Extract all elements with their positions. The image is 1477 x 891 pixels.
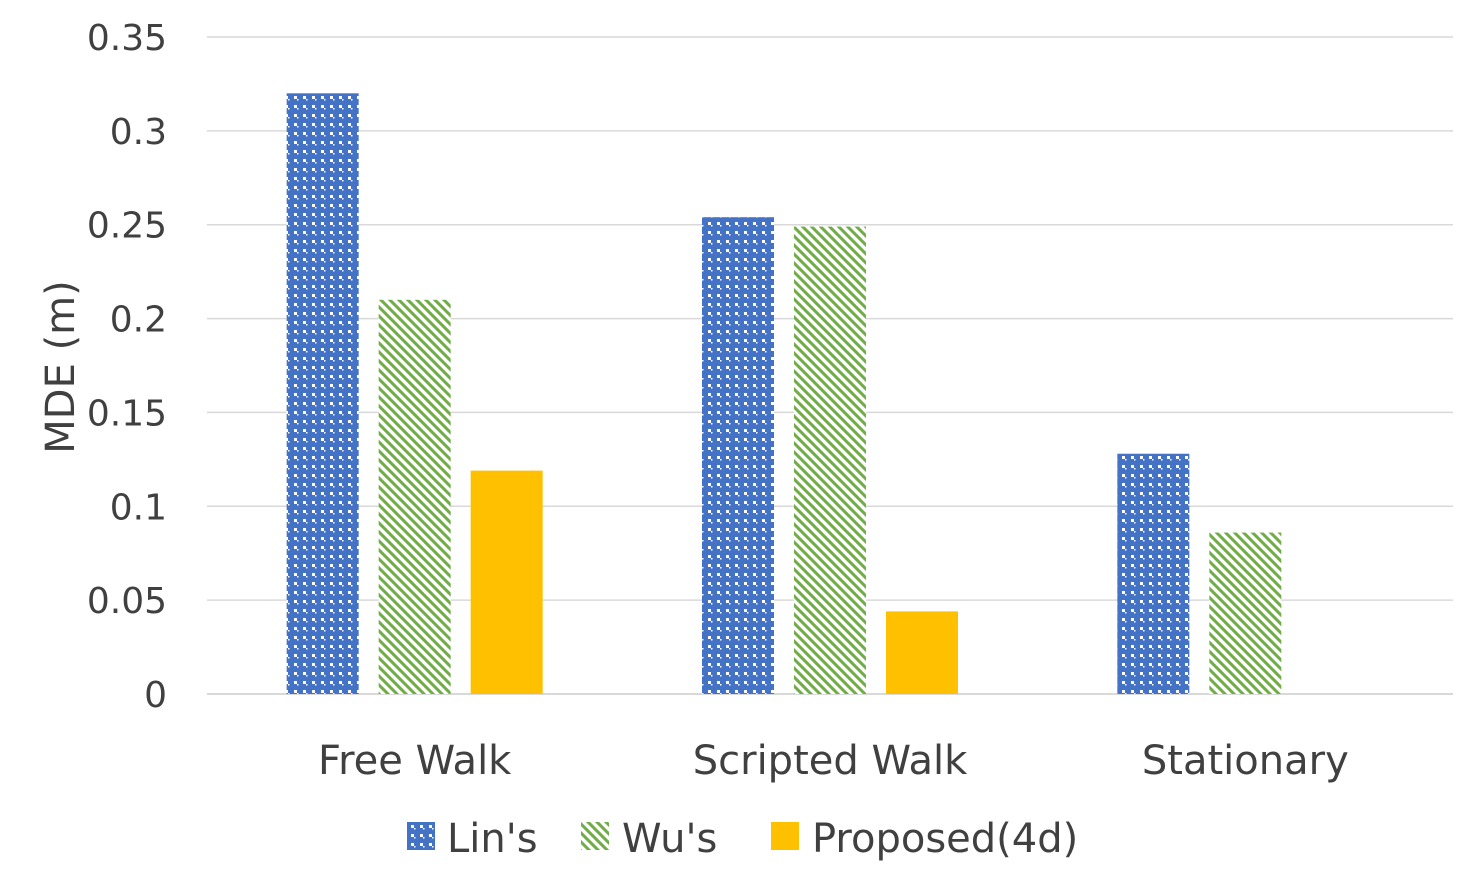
y-tick-label: 0.2 [110,300,167,341]
bar-wu-s-stationary [1209,532,1282,694]
legend: Lin's Wu's Proposed(4d) [407,816,1078,862]
legend-label: Proposed(4d) [812,816,1078,862]
y-axis-tick-labels: 0 0.05 0.1 0.15 0.2 0.25 0.3 0.35 [87,18,167,716]
y-axis-label: MDE (m) [38,280,84,453]
y-tick-label: 0.25 [87,206,167,247]
y-tick-label: 0 [144,675,167,716]
legend-swatch [581,822,609,850]
bars [286,93,1282,695]
bar-wu-s-free-walk [378,299,451,694]
x-category-label: Scripted Walk [693,738,968,784]
x-axis-category-labels: Free Walk Scripted Walk Stationary [318,738,1349,784]
y-tick-label: 0.15 [87,393,167,434]
y-tick-label: 0.3 [110,112,167,153]
x-category-label: Free Walk [318,738,512,784]
bar-lin-s-stationary [1117,453,1190,694]
y-tick-label: 0.05 [87,581,167,622]
legend-label: Wu's [622,816,717,862]
legend-label: Lin's [447,816,538,862]
bar-lin-s-free-walk [286,93,359,695]
bar-wu-s-scripted-walk [794,226,866,694]
x-category-label: Stationary [1142,738,1349,784]
y-tick-label: 0.1 [110,487,167,528]
y-tick-label: 0.35 [87,18,167,59]
legend-swatch [771,822,799,850]
bar-proposed-4d-scripted-walk [886,611,958,694]
legend-swatch [407,822,435,850]
bar-lin-s-scripted-walk [702,217,774,694]
bar-proposed-4d-free-walk [470,470,543,694]
